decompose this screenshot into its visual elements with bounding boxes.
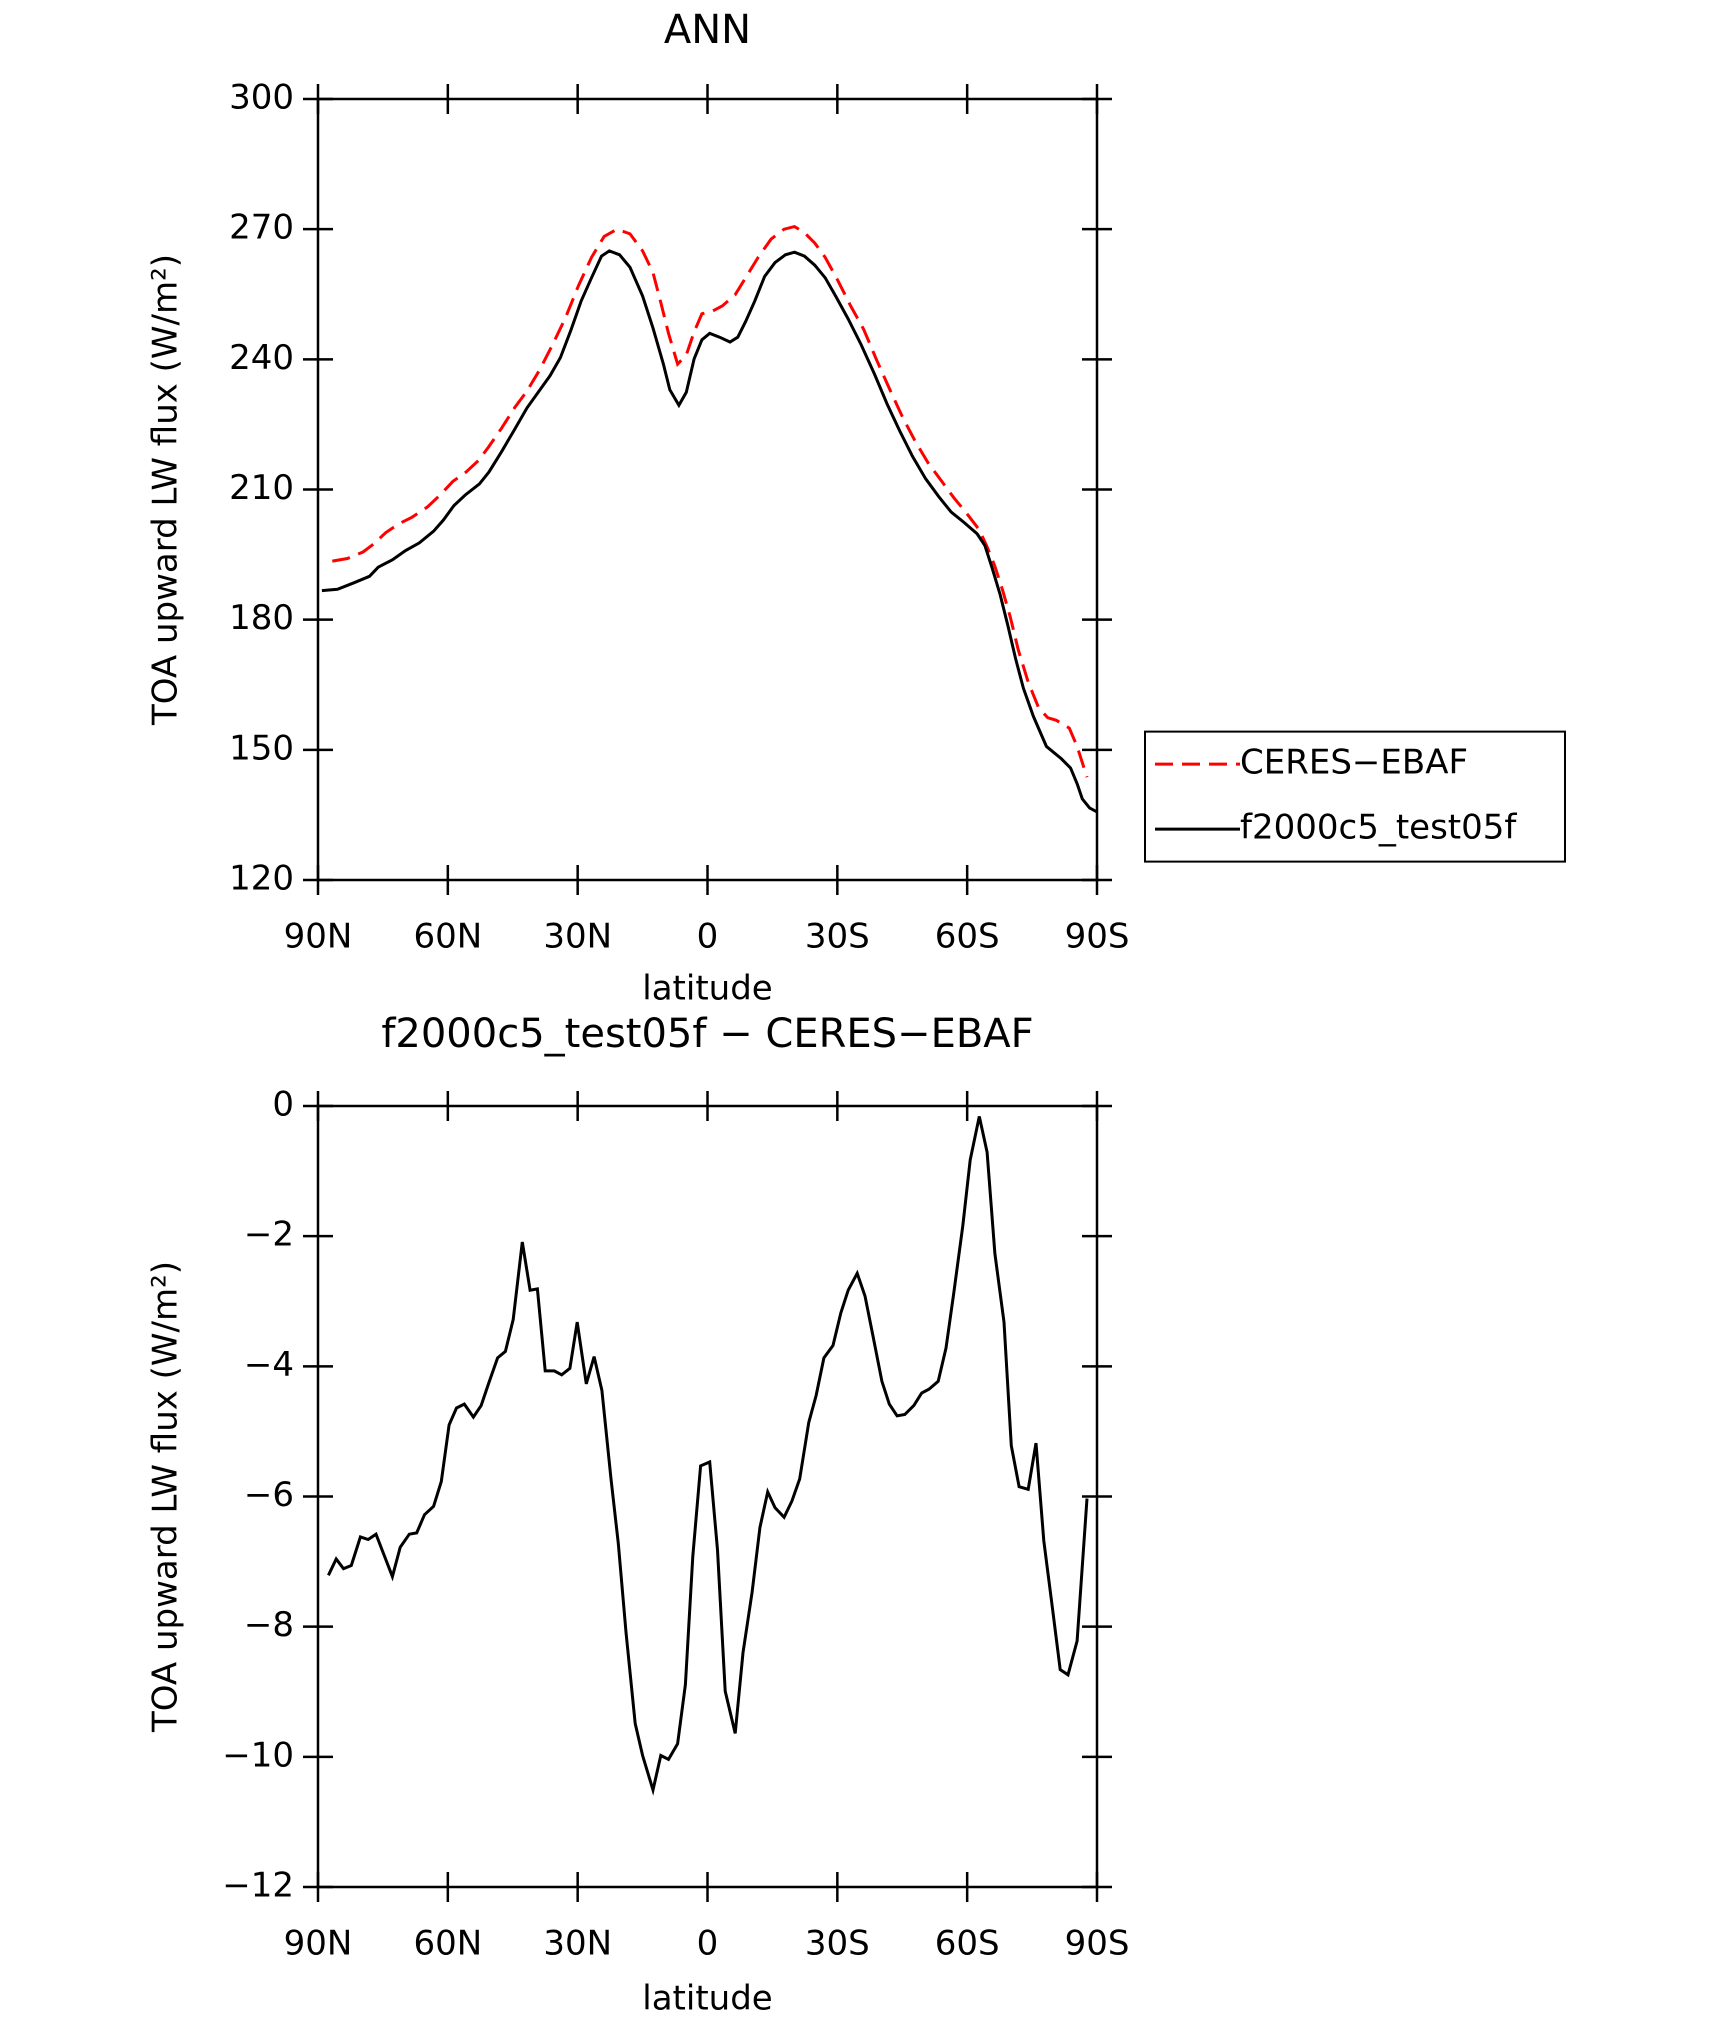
- y-tick-label: −8: [244, 1605, 294, 1645]
- data-line: [332, 224, 1089, 778]
- x-tick-label: 0: [697, 917, 719, 957]
- x-tick-label: 60N: [413, 1924, 482, 1964]
- y-tick-label: −12: [222, 1866, 294, 1906]
- plot-frame: [316, 97, 1099, 882]
- chart-title: ANN: [664, 7, 751, 53]
- y-tick-label: 300: [229, 78, 294, 118]
- x-tick-label: 60S: [935, 917, 1000, 957]
- y-tick-label: 0: [272, 1085, 294, 1125]
- y-tick-label: 210: [229, 468, 294, 508]
- x-tick-label: 0: [697, 1924, 719, 1964]
- y-axis-label: TOA upward LW flux (W/m²): [146, 254, 186, 726]
- x-tick-label: 30S: [805, 1924, 870, 1964]
- x-tick-label: 30N: [543, 1924, 612, 1964]
- legend-box: [1144, 730, 1566, 863]
- x-tick-label: 90S: [1065, 917, 1130, 957]
- x-tick-label: 90N: [284, 917, 353, 957]
- x-tick-label: 30N: [543, 917, 612, 957]
- data-line: [321, 249, 1098, 814]
- x-axis-label: latitude: [642, 969, 772, 1009]
- plot-frame: [316, 1104, 1099, 1889]
- y-tick-label: 150: [229, 728, 294, 768]
- x-tick-label: 90N: [284, 1924, 353, 1964]
- y-tick-label: 240: [229, 338, 294, 378]
- y-tick-label: −6: [244, 1475, 294, 1515]
- chart-title: f2000c5_test05f − CERES−EBAF: [381, 1011, 1033, 1057]
- y-tick-label: −2: [244, 1215, 294, 1255]
- x-tick-label: 90S: [1065, 1924, 1130, 1964]
- y-tick-label: 180: [229, 598, 294, 638]
- x-tick-label: 60N: [413, 917, 482, 957]
- y-axis-label: TOA upward LW flux (W/m²): [146, 1261, 186, 1733]
- data-line: [327, 1116, 1089, 1796]
- y-tick-label: 270: [229, 208, 294, 248]
- y-tick-label: −4: [244, 1345, 294, 1385]
- legend-label: f2000c5_test05f: [1240, 808, 1517, 848]
- y-tick-label: 120: [229, 859, 294, 899]
- y-tick-label: −10: [222, 1735, 294, 1775]
- x-tick-label: 60S: [935, 1924, 1000, 1964]
- x-axis-label: latitude: [642, 1979, 772, 2019]
- x-tick-label: 30S: [805, 917, 870, 957]
- legend-label: CERES−EBAF: [1240, 743, 1468, 783]
